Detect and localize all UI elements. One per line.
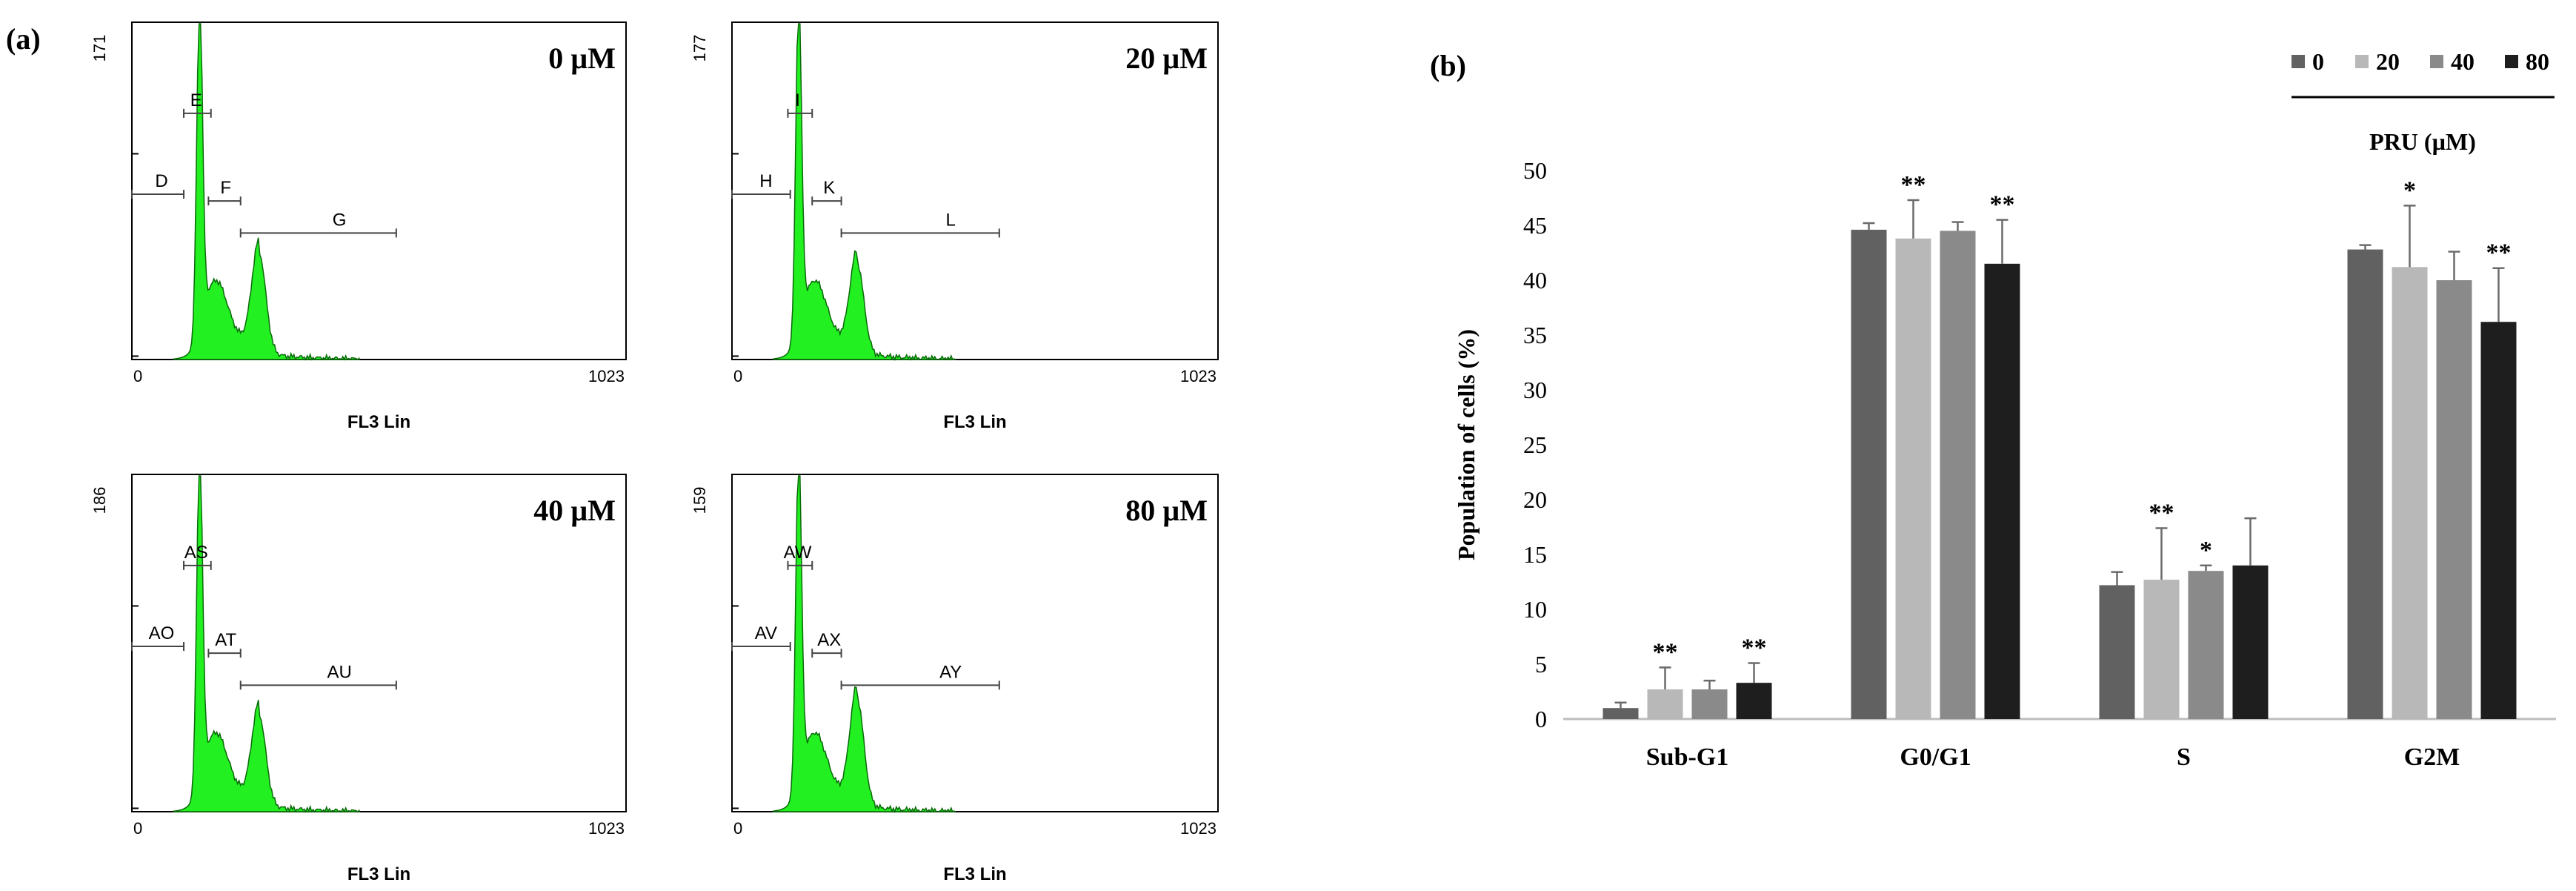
concentration-label: 0 µM bbox=[548, 42, 616, 75]
x-axis-label: FL3 Lin bbox=[943, 412, 1006, 432]
y-max-label: 186 bbox=[90, 487, 109, 514]
y-tick-label: 40 bbox=[1523, 267, 1547, 294]
gate-label-L: L bbox=[946, 210, 956, 230]
gate-label-F: F bbox=[220, 178, 231, 198]
gate-label-AO: AO bbox=[149, 623, 175, 643]
y-tick-label: 15 bbox=[1523, 541, 1547, 568]
gate-label-AW: AW bbox=[784, 543, 812, 563]
bar-G2M-20 bbox=[2392, 267, 2428, 719]
legend-swatch-0 bbox=[2292, 55, 2305, 68]
bar-Sub-G1-20 bbox=[1647, 689, 1683, 719]
x-tick-label: G2M bbox=[2404, 743, 2460, 771]
x-max-label: 1023 bbox=[1180, 819, 1217, 838]
legend-title: PRU (µM) bbox=[2369, 128, 2476, 155]
legend-label-20: 20 bbox=[2376, 48, 2400, 75]
bar-Sub-G1-0 bbox=[1602, 708, 1639, 719]
x-tick-label: G0/G1 bbox=[1900, 743, 1971, 771]
bar-G2M-0 bbox=[2347, 249, 2383, 719]
bar-G2M-40 bbox=[2436, 280, 2472, 719]
y-tick-label: 45 bbox=[1523, 212, 1547, 239]
legend-swatch-80 bbox=[2505, 55, 2518, 68]
x-axis-label: FL3 Lin bbox=[347, 864, 410, 884]
x-min-label: 0 bbox=[133, 819, 142, 838]
x-tick-label: Sub-G1 bbox=[1646, 743, 1729, 771]
significance-mark: ** bbox=[1901, 171, 1926, 199]
x-axis-label: FL3 Lin bbox=[347, 412, 410, 432]
y-tick-label: 50 bbox=[1523, 157, 1547, 184]
legend-label-80: 80 bbox=[2526, 48, 2549, 75]
gate-label-K: K bbox=[823, 178, 835, 198]
bar-S-80 bbox=[2232, 565, 2269, 719]
legend-swatch-40 bbox=[2430, 55, 2443, 68]
concentration-label: 80 µM bbox=[1125, 494, 1208, 527]
x-min-label: 0 bbox=[733, 367, 742, 385]
bar-G0/G1-20 bbox=[1895, 238, 1931, 719]
legend-swatch-20 bbox=[2355, 55, 2369, 68]
histogram-20uM: 177 0 1023 FL3 Lin 20 µM H I K L bbox=[690, 21, 1219, 432]
y-tick-label: 20 bbox=[1523, 486, 1547, 513]
panel-b-label: (b) bbox=[1430, 49, 1466, 82]
x-max-label: 1023 bbox=[588, 819, 625, 838]
bar-Sub-G1-40 bbox=[1691, 689, 1728, 719]
bar-S-20 bbox=[2143, 580, 2180, 719]
bar-G0/G1-0 bbox=[1851, 229, 1887, 719]
bar-chart: 0 5 10 15 20 25 30 35 40 45 50 Population of cells … bbox=[1453, 157, 2556, 771]
x-min-label: 0 bbox=[133, 367, 142, 385]
gate-label-AV: AV bbox=[755, 623, 777, 643]
significance-mark: ** bbox=[1653, 638, 1678, 666]
histogram-0uM: 171 0 1023 FL3 Lin 0 µM D E F G bbox=[90, 21, 627, 432]
gate-label-I: I bbox=[795, 90, 800, 110]
gate-label-E: E bbox=[190, 90, 202, 110]
bar-G2M-80 bbox=[2480, 322, 2517, 719]
chart-legend: 0 20 40 80 PRU (µM) bbox=[2292, 48, 2555, 155]
significance-mark: ** bbox=[1742, 635, 1767, 662]
legend-label-0: 0 bbox=[2312, 48, 2324, 75]
significance-mark: * bbox=[2200, 537, 2212, 564]
bar-S-40 bbox=[2188, 571, 2224, 719]
x-max-label: 1023 bbox=[588, 367, 625, 385]
x-axis-label: FL3 Lin bbox=[943, 864, 1006, 884]
gate-label-G: G bbox=[333, 210, 347, 230]
x-min-label: 0 bbox=[733, 819, 742, 838]
panel-a-label: (a) bbox=[6, 22, 41, 56]
significance-mark: ** bbox=[2149, 499, 2174, 526]
histogram-40uM: 186 0 1023 FL3 Lin 40 µM AO AS AT AU bbox=[90, 474, 627, 884]
histogram-fill bbox=[173, 23, 360, 361]
gate-label-AT: AT bbox=[215, 630, 236, 650]
y-tick-label: 35 bbox=[1523, 322, 1547, 348]
gate-label-AS: AS bbox=[184, 543, 208, 563]
histogram-fill bbox=[772, 475, 956, 814]
y-axis-label: Population of cells (%) bbox=[1453, 329, 1480, 560]
legend-label-40: 40 bbox=[2451, 48, 2475, 75]
bar-G0/G1-40 bbox=[1940, 231, 1976, 719]
y-tick-label: 30 bbox=[1523, 377, 1547, 403]
y-max-label: 177 bbox=[690, 35, 709, 62]
gate-label-AU: AU bbox=[327, 662, 351, 682]
histogram-fill bbox=[772, 23, 956, 362]
y-tick-label: 25 bbox=[1523, 431, 1547, 458]
y-max-label: 159 bbox=[690, 487, 709, 514]
significance-mark: ** bbox=[2486, 239, 2512, 267]
x-max-label: 1023 bbox=[1180, 367, 1217, 385]
x-tick-label: S bbox=[2177, 743, 2191, 771]
y-tick-label: 0 bbox=[1535, 706, 1547, 732]
gate-label-D: D bbox=[155, 171, 167, 191]
significance-mark: ** bbox=[1990, 191, 2015, 219]
gate-label-H: H bbox=[759, 171, 772, 191]
bar-Sub-G1-80 bbox=[1736, 683, 1772, 719]
y-tick-label: 5 bbox=[1535, 651, 1547, 678]
concentration-label: 20 µM bbox=[1125, 42, 1208, 75]
gate-label-AX: AX bbox=[817, 630, 841, 650]
histogram-80uM: 159 0 1023 FL3 Lin 80 µM AV AW AX AY bbox=[690, 474, 1219, 884]
concentration-label: 40 µM bbox=[533, 494, 616, 527]
y-tick-label: 10 bbox=[1523, 596, 1547, 623]
histogram-fill bbox=[173, 475, 360, 813]
bar-G0/G1-80 bbox=[1984, 263, 2020, 719]
y-max-label: 171 bbox=[90, 35, 109, 62]
bar-S-0 bbox=[2099, 585, 2135, 719]
gate-label-AY: AY bbox=[939, 662, 962, 682]
significance-mark: * bbox=[2403, 176, 2416, 204]
